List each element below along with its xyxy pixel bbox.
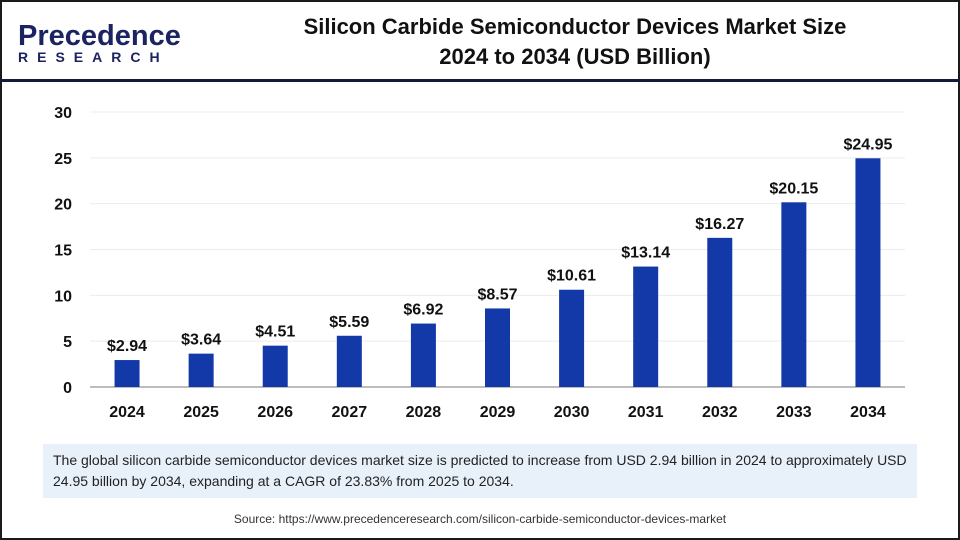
source-text: Source: https://www.precedenceresearch.c… (233, 512, 727, 526)
bar (485, 308, 510, 387)
logo-line2: RESEARCH (18, 49, 169, 65)
bar (262, 345, 288, 387)
bar (781, 202, 807, 387)
data-label: $8.57 (477, 286, 517, 303)
x-tick-label: 2029 (480, 404, 516, 421)
data-label: $24.95 (843, 136, 892, 153)
data-label: $20.15 (769, 180, 818, 197)
bar (559, 289, 585, 387)
y-tick-label: 30 (54, 105, 72, 122)
bar (633, 266, 659, 387)
x-tick-label: 2028 (406, 404, 442, 421)
title-line2: 2024 to 2034 (USD Billion) (439, 44, 711, 69)
y-tick-label: 0 (63, 380, 72, 397)
title-line1: Silicon Carbide Semiconductor Devices Ma… (303, 14, 847, 39)
bar (855, 158, 881, 387)
bar (188, 353, 214, 387)
x-tick-label: 2025 (183, 404, 219, 421)
x-tick-label: 2027 (332, 404, 368, 421)
x-tick-label: 2031 (628, 404, 664, 421)
x-tick-label: 2033 (776, 404, 812, 421)
data-label: $16.27 (695, 216, 744, 233)
y-tick-label: 15 (54, 243, 72, 260)
x-tick-label: 2024 (109, 404, 145, 421)
x-tick-label: 2034 (850, 404, 886, 421)
data-label: $6.92 (403, 302, 443, 319)
data-label: $10.61 (547, 268, 596, 285)
x-tick-label: 2032 (702, 404, 738, 421)
data-label: $13.14 (621, 245, 670, 262)
header-divider (0, 79, 960, 82)
bar (336, 335, 362, 387)
bar (410, 323, 436, 387)
y-tick-label: 10 (54, 288, 72, 305)
logo-line1: Precedence (18, 20, 181, 52)
chart-title: Silicon Carbide Semiconductor Devices Ma… (230, 12, 920, 72)
x-tick-label: 2026 (257, 404, 293, 421)
x-tick-label: 2030 (554, 404, 590, 421)
data-label: $3.64 (181, 332, 221, 349)
data-label: $5.59 (329, 314, 369, 331)
bar (114, 360, 140, 387)
y-tick-label: 5 (63, 334, 72, 351)
logo: Precedence RESEARCH (18, 20, 181, 65)
y-tick-label: 25 (54, 151, 72, 168)
summary-note: The global silicon carbide semiconductor… (43, 444, 917, 498)
data-label: $2.94 (107, 338, 147, 355)
y-tick-label: 20 (54, 197, 72, 214)
bar (707, 237, 733, 387)
data-label: $4.51 (255, 324, 295, 341)
